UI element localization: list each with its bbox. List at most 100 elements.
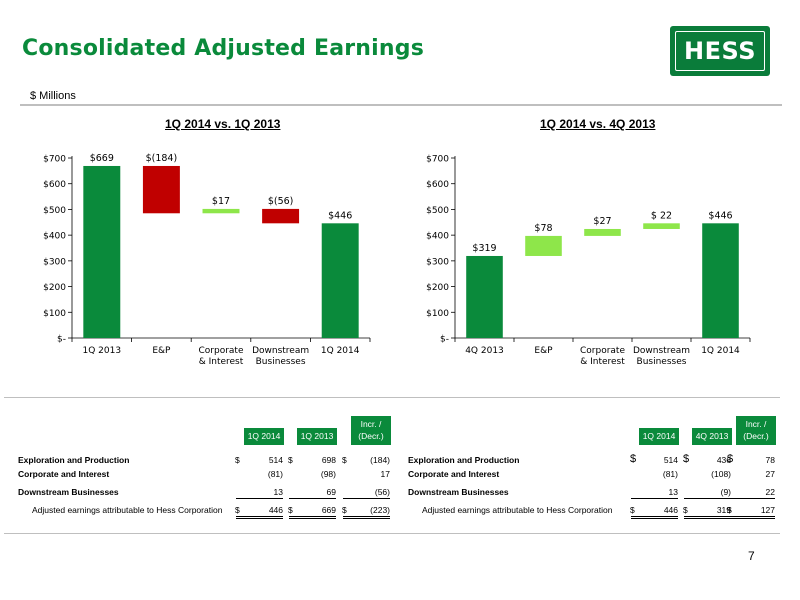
table-cell: (108) xyxy=(711,469,731,479)
data-label: $27 xyxy=(593,216,611,227)
currency-symbol: $ xyxy=(630,453,637,465)
x-tick-label: Downstream xyxy=(252,346,309,356)
x-tick-label: 1Q 2014 xyxy=(321,346,360,356)
row-label: Adjusted earnings attributable to Hess C… xyxy=(32,505,223,515)
y-tick-label: $200 xyxy=(43,283,66,293)
waterfall-chart-left: $- $100 $200 $300 $400 $500 $600 $700 $669 1Q 201… xyxy=(43,153,371,367)
x-tick-label: & Interest xyxy=(199,357,244,367)
currency-symbol: $ xyxy=(288,505,293,515)
y-tick-label: $700 xyxy=(43,155,66,165)
y-tick-label: $- xyxy=(57,335,66,345)
x-tick-label: E&P xyxy=(152,346,171,356)
table-cell: (223) xyxy=(343,505,390,519)
waterfall-bar xyxy=(643,223,680,229)
currency-symbol: $ xyxy=(342,455,347,465)
table-cell: 669 xyxy=(289,505,336,519)
x-tick-label: 4Q 2013 xyxy=(465,346,504,356)
row-label: Corporate and Interest xyxy=(18,469,110,479)
y-tick-label: $200 xyxy=(426,283,449,293)
data-label: $ 22 xyxy=(651,210,672,221)
y-tick-label: $- xyxy=(440,335,449,345)
chart-title-left: 1Q 2014 vs. 1Q 2013 xyxy=(165,117,281,131)
chart-title-right: 1Q 2014 vs. 4Q 2013 xyxy=(540,117,656,131)
y-tick-label: $500 xyxy=(426,206,449,216)
row-label: Downstream Businesses xyxy=(18,487,119,497)
row-label: Exploration and Production xyxy=(18,455,130,465)
waterfall-chart-right: $- $100 $200 $300 $400 $500 $600 $700 $319 4Q 201… xyxy=(426,155,751,367)
column-header: 1Q 2013 xyxy=(297,428,337,445)
waterfall-bar xyxy=(142,165,180,214)
table-bottom-divider xyxy=(4,533,780,534)
row-label: Exploration and Production xyxy=(408,455,520,465)
x-tick-label: Downstream xyxy=(633,346,690,356)
y-tick-label: $700 xyxy=(426,155,449,165)
table-cell: 319 xyxy=(684,505,731,519)
y-tick-label: $600 xyxy=(43,180,66,190)
page-number: 7 xyxy=(748,549,755,563)
data-label: $446 xyxy=(328,210,352,221)
y-tick-label: $400 xyxy=(426,232,449,242)
currency-symbol: $ xyxy=(683,453,690,465)
data-label: $(56) xyxy=(268,196,294,207)
table-cell: 69 xyxy=(289,487,336,499)
earnings-table-left: 1Q 2014 1Q 2013 Incr. / (Decr.) Exploration… xyxy=(18,416,391,519)
data-label: $669 xyxy=(90,153,114,164)
column-header: 1Q 2014 xyxy=(639,428,679,445)
table-cell: (9) xyxy=(684,487,731,499)
table-cell: (81) xyxy=(267,469,283,479)
table-cell: 446 xyxy=(236,505,283,519)
x-tick-label: Corporate xyxy=(199,346,244,356)
header-divider xyxy=(20,104,782,106)
units-label: $ Millions xyxy=(30,90,76,102)
column-header: Incr. / (Decr.) xyxy=(351,416,391,445)
data-label: $319 xyxy=(472,243,496,254)
table-cell: 514 xyxy=(663,455,678,465)
row-label: Downstream Businesses xyxy=(408,487,509,497)
table-top-divider xyxy=(4,397,780,398)
currency-symbol: $ xyxy=(235,455,240,465)
currency-symbol: $ xyxy=(727,453,734,465)
table-cell: 446 xyxy=(631,505,678,519)
column-header: Incr. / (Decr.) xyxy=(736,416,776,445)
hess-logo: HESS xyxy=(670,26,770,76)
column-header: 4Q 2013 xyxy=(692,428,732,445)
data-label: $17 xyxy=(212,196,230,207)
data-label: $(184) xyxy=(146,153,178,164)
column-header: 1Q 2014 xyxy=(244,428,284,445)
data-label: $78 xyxy=(534,223,552,234)
waterfall-bar xyxy=(202,208,240,214)
table-cell: 22 xyxy=(728,487,775,499)
table-cell: 78 xyxy=(765,455,775,465)
hess-logo-text: HESS xyxy=(675,31,765,71)
table-cell: (81) xyxy=(662,469,678,479)
y-tick-label: $300 xyxy=(426,257,449,267)
currency-symbol: $ xyxy=(683,505,688,515)
waterfall-bar xyxy=(83,165,121,338)
data-label: $446 xyxy=(708,210,732,221)
x-tick-label: Businesses xyxy=(637,357,687,367)
y-tick-label: $100 xyxy=(426,309,449,319)
row-label: Adjusted earnings attributable to Hess C… xyxy=(422,505,613,515)
table-cell: (184) xyxy=(370,455,390,465)
x-tick-label: E&P xyxy=(534,346,553,356)
y-tick-label: $400 xyxy=(43,232,66,242)
table-cell: 27 xyxy=(765,469,775,479)
waterfall-bar xyxy=(584,228,621,236)
x-tick-label: 1Q 2014 xyxy=(701,346,740,356)
waterfall-bar xyxy=(702,223,739,338)
table-cell: 13 xyxy=(236,487,283,499)
currency-symbol: $ xyxy=(727,505,732,515)
page-title: Consolidated Adjusted Earnings xyxy=(22,36,424,61)
y-tick-label: $500 xyxy=(43,206,66,216)
x-tick-label: Corporate xyxy=(580,346,625,356)
x-tick-label: Businesses xyxy=(256,357,306,367)
table-cell: 127 xyxy=(728,505,775,519)
table-cell: (56) xyxy=(343,487,390,499)
table-cell: 17 xyxy=(380,469,390,479)
row-label: Corporate and Interest xyxy=(408,469,500,479)
earnings-table-right: 1Q 2014 4Q 2013 Incr. / (Decr.) Exploration… xyxy=(400,0,800,600)
y-tick-label: $300 xyxy=(43,257,66,267)
table-cell: 13 xyxy=(631,487,678,499)
waterfall-bar xyxy=(525,235,562,256)
currency-symbol: $ xyxy=(288,455,293,465)
